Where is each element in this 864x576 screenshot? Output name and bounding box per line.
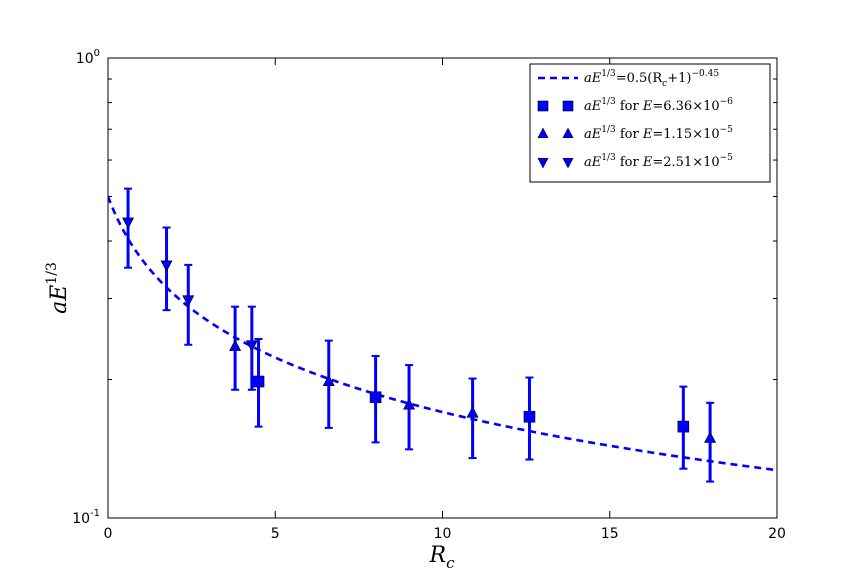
- legend-sup: 1/3: [601, 97, 616, 107]
- legend-fit-rhs: =0.5(R: [616, 71, 664, 86]
- legend-fit-label: aE1/3=0.5(Rc+1)−0.45: [584, 69, 719, 89]
- legend-sup: 1/3: [601, 153, 616, 163]
- y-tick-exp: 0: [94, 48, 100, 59]
- legend-fit-lhs: aE: [584, 71, 602, 86]
- legend-var: E: [642, 155, 653, 170]
- y-axis-label: aE1/3: [44, 262, 72, 314]
- series-triangle-up: [229, 305, 717, 483]
- data-point: [122, 217, 135, 229]
- legend-eq: =6.36×10: [652, 99, 719, 114]
- y-tick-base: 10: [72, 511, 90, 527]
- series-square: [252, 337, 690, 470]
- fit-curve: [108, 196, 777, 472]
- data-point: [160, 260, 173, 272]
- legend-var: E: [642, 127, 653, 142]
- legend-eq: =2.51×10: [652, 155, 719, 170]
- data-point: [677, 420, 690, 433]
- y-tick-exp: -1: [90, 508, 100, 519]
- legend-exp: −5: [720, 153, 734, 163]
- legend-fit-tail-sup: −0.45: [691, 69, 719, 79]
- legend-label: aE1/3 for E=6.36×10−6: [584, 97, 733, 114]
- legend-mid: for: [616, 127, 643, 142]
- legend-fit-sub: c: [662, 79, 667, 89]
- x-tick-label: 5: [271, 526, 280, 542]
- legend-marker: [562, 100, 574, 112]
- legend-marker: [537, 127, 549, 139]
- data-point: [252, 375, 265, 388]
- data-point: [229, 339, 242, 351]
- points-layer: [122, 187, 717, 483]
- legend-fit-tail: +1): [667, 71, 691, 86]
- legend-mid: for: [616, 155, 643, 170]
- data-point: [322, 374, 335, 386]
- legend-exp: −5: [720, 125, 734, 135]
- y-tick-label: 10-1: [72, 508, 100, 527]
- legend-var: E: [642, 99, 653, 114]
- legend-entry-square: aE1/3 for E=6.36×10−6: [537, 97, 733, 114]
- legend-label: aE1/3 for E=1.15×10−5: [584, 125, 733, 142]
- series-triangle-down: [122, 187, 258, 391]
- legend-marker: [537, 157, 549, 169]
- x-axis-label: Rc: [429, 543, 456, 572]
- legend-marker: [562, 127, 574, 139]
- x-tick-label: 0: [104, 526, 113, 542]
- legend-marker: [562, 157, 574, 169]
- data-point: [403, 398, 416, 410]
- legend-exp: −6: [720, 97, 734, 107]
- legend-prefix: aE: [584, 99, 602, 114]
- legend-prefix: aE: [584, 127, 602, 142]
- legend-prefix: aE: [584, 155, 602, 170]
- data-point: [704, 431, 717, 443]
- legend-eq: =1.15×10: [652, 127, 719, 142]
- legend-marker: [537, 100, 549, 112]
- y-tick-base: 10: [76, 51, 94, 67]
- data-point: [523, 410, 536, 423]
- data-point: [182, 295, 195, 307]
- data-point: [245, 340, 258, 352]
- legend-entry-triangle-down: aE1/3 for E=2.51×10−5: [537, 153, 733, 170]
- x-tick-label: 15: [601, 526, 619, 542]
- y-tick-label: 100: [76, 48, 100, 67]
- legend-mid: for: [616, 99, 643, 114]
- legend-fit-sup: 1/3: [601, 69, 616, 79]
- plot-frame: [107, 57, 778, 519]
- legend-entry-triangle-up: aE1/3 for E=1.15×10−5: [537, 125, 733, 142]
- legend-label: aE1/3 for E=2.51×10−5: [584, 153, 733, 170]
- x-tick-label: 10: [434, 526, 452, 542]
- data-point: [369, 391, 382, 404]
- fit-layer: [108, 196, 777, 472]
- legend-sup: 1/3: [601, 125, 616, 135]
- x-tick-label: 20: [768, 526, 786, 542]
- data-point: [466, 406, 479, 418]
